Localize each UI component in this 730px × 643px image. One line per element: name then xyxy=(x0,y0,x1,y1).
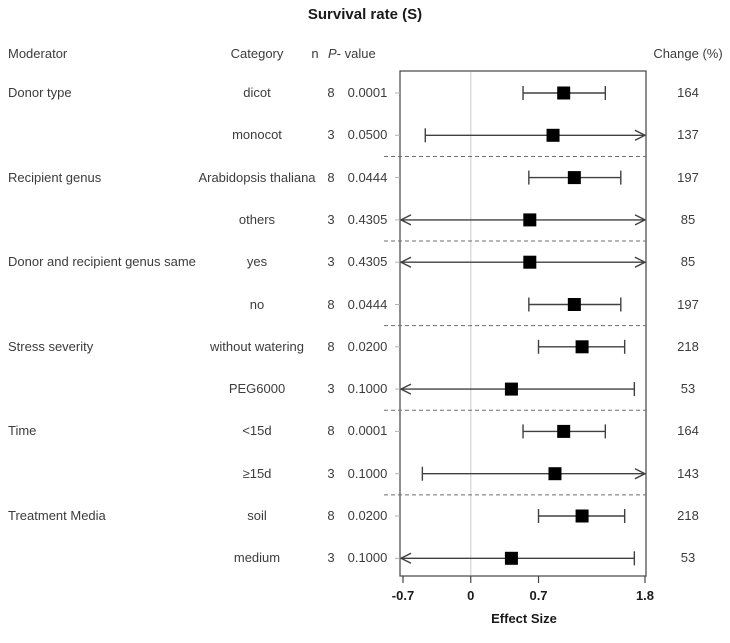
change-value: 164 xyxy=(677,85,699,100)
x-tick-label: 0 xyxy=(467,588,475,603)
p-value: 0.1000 xyxy=(347,550,388,566)
category-label: ≥15d xyxy=(242,465,272,481)
effect-square xyxy=(523,213,537,227)
pvalue-header-rest: - value xyxy=(336,46,376,61)
x-tick-label: -0.7 xyxy=(391,588,415,603)
p-value: 0.0444 xyxy=(347,169,388,185)
effect-square xyxy=(504,551,518,565)
column-header-n: n xyxy=(311,46,319,61)
p-value: 0.0500 xyxy=(347,127,388,143)
ci-arrow-right xyxy=(634,468,647,480)
effect-square xyxy=(523,255,537,269)
effect-square xyxy=(575,340,589,354)
chart-title: Survival rate (S) xyxy=(307,6,423,23)
change-value: 197 xyxy=(677,296,699,312)
n-value: 8 xyxy=(327,338,335,354)
p-value: 0.0200 xyxy=(347,508,388,523)
n-value: 8 xyxy=(327,85,335,100)
p-value: 0.0444 xyxy=(347,296,388,312)
p-value: 0.4305 xyxy=(347,211,388,227)
moderator-label: Treatment Media xyxy=(8,508,106,523)
n-value: 8 xyxy=(327,423,335,439)
ci-arrow-right xyxy=(634,256,647,268)
moderator-label: Stress severity xyxy=(8,338,94,354)
n-value: 3 xyxy=(327,381,335,397)
n-value: 3 xyxy=(327,465,335,481)
effect-square xyxy=(546,128,560,142)
x-tick-label: 1.8 xyxy=(635,588,655,603)
effect-square xyxy=(557,424,571,438)
category-label: dicot xyxy=(243,85,271,100)
category-label: <15d xyxy=(242,423,272,439)
change-value: 85 xyxy=(680,211,696,227)
change-value: 218 xyxy=(677,338,699,354)
ci-arrow-left xyxy=(399,383,412,395)
x-tick-label: 0.7 xyxy=(529,588,548,603)
n-value: 3 xyxy=(327,127,335,143)
category-label: medium xyxy=(233,550,281,566)
category-label: monocot xyxy=(232,127,282,143)
p-value: 0.4305 xyxy=(347,254,388,270)
ci-arrow-right xyxy=(634,129,647,141)
ci-arrow-left xyxy=(399,552,412,564)
p-value: 0.1000 xyxy=(347,381,388,397)
moderator-label: Donor and recipient genus same xyxy=(8,254,196,270)
pvalue-p-symbol: P xyxy=(328,46,337,61)
x-axis-title: Effect Size xyxy=(491,611,557,626)
effect-square xyxy=(567,171,581,185)
moderator-label: Recipient genus xyxy=(8,169,102,185)
category-label: without watering xyxy=(210,338,304,354)
p-value: 0.0001 xyxy=(347,85,388,100)
category-label: PEG6000 xyxy=(228,381,286,397)
column-header-moderator: Moderator xyxy=(8,46,68,61)
change-value: 218 xyxy=(677,508,699,523)
p-value: 0.0200 xyxy=(347,338,388,354)
change-value: 137 xyxy=(677,127,699,143)
moderator-label: Time xyxy=(8,423,37,439)
change-value: 143 xyxy=(677,465,699,481)
change-value: 53 xyxy=(680,550,696,566)
n-value: 8 xyxy=(327,296,335,312)
effect-square xyxy=(575,509,589,523)
column-header-change: Change (%) xyxy=(653,46,723,61)
change-value: 164 xyxy=(677,423,699,439)
effect-square xyxy=(504,382,518,396)
category-label: yes xyxy=(246,254,268,270)
n-value: 3 xyxy=(327,254,335,270)
ci-arrow-left xyxy=(399,214,412,226)
moderator-label: Donor type xyxy=(8,85,72,100)
category-label: soil xyxy=(247,508,267,523)
n-value: 8 xyxy=(327,508,335,523)
n-value: 8 xyxy=(327,169,335,185)
column-header-pvalue: P- value xyxy=(328,46,376,61)
p-value: 0.0001 xyxy=(347,423,388,439)
effect-square xyxy=(557,86,571,100)
ci-arrow-right xyxy=(634,214,647,226)
change-value: 197 xyxy=(677,169,699,185)
ci-arrow-left xyxy=(399,256,412,268)
column-header-category: Category xyxy=(230,46,284,61)
category-label: others xyxy=(238,211,276,227)
change-value: 53 xyxy=(680,381,696,397)
n-value: 3 xyxy=(327,550,335,566)
effect-square xyxy=(567,298,581,311)
category-label: no xyxy=(249,296,265,312)
plot-border xyxy=(399,70,647,577)
effect-square xyxy=(548,467,562,481)
p-value: 0.1000 xyxy=(347,465,388,481)
n-value: 3 xyxy=(327,211,335,227)
change-value: 85 xyxy=(680,254,696,270)
category-label: Arabidopsis thaliana xyxy=(198,169,316,185)
